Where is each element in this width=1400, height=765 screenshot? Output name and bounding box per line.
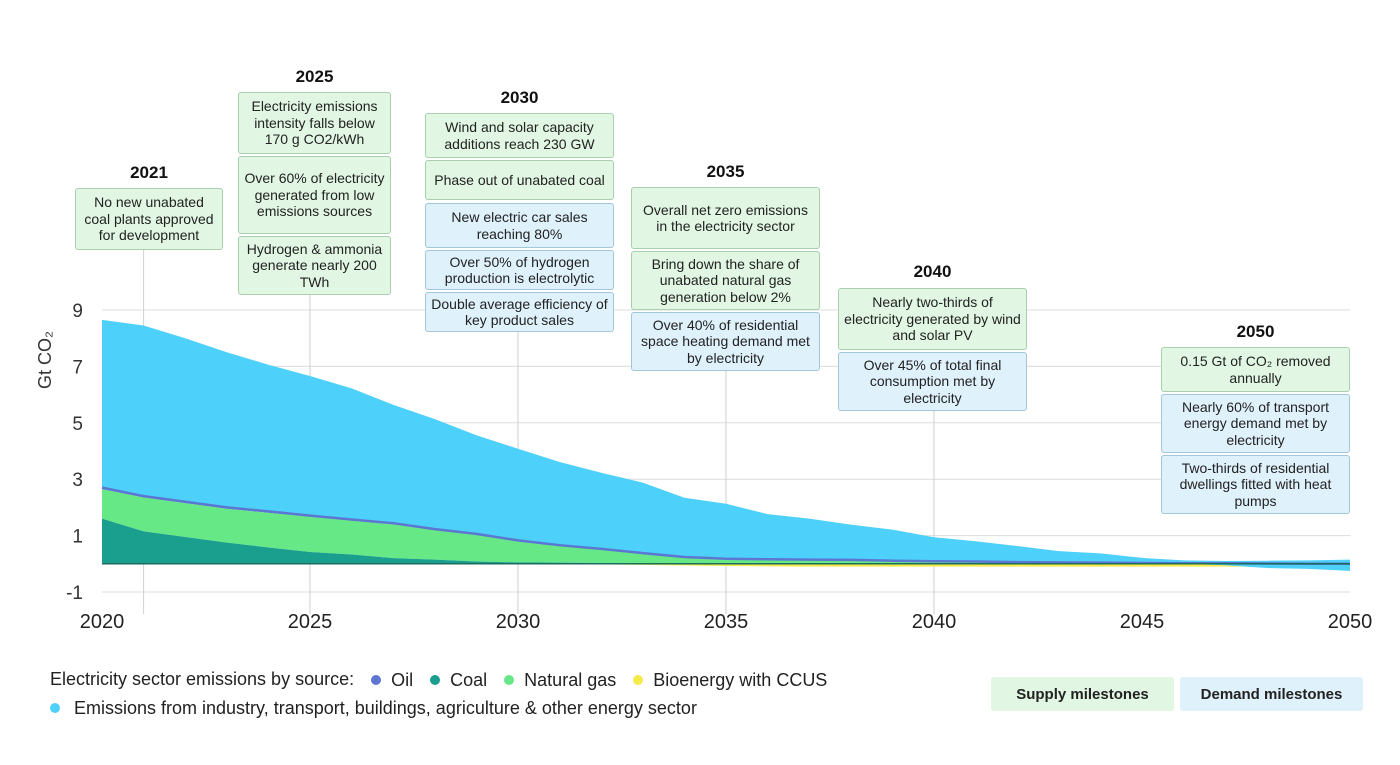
supply-milestone-box: No new unabated coal plants approved for… [75, 188, 223, 250]
y-tick-label: 1 [72, 527, 83, 548]
legend-item-other-sectors: Emissions from industry, transport, buil… [50, 698, 697, 719]
area-other-sectors [102, 319, 1350, 564]
x-tick-label: 2050 [1328, 611, 1373, 633]
milestone-year-2025: 2025 [295, 67, 334, 86]
demand-milestone-box: New electric car sales reaching 80% [425, 203, 614, 248]
legend-label-other-sectors: Emissions from industry, transport, buil… [74, 697, 697, 718]
y-axis-label: Gt CO₂ [35, 331, 55, 389]
demand-milestone-box: Over 50% of hydrogen production is elect… [425, 250, 614, 290]
legend-row-2: Emissions from industry, transport, buil… [50, 697, 697, 719]
supply-milestones-label: Supply milestones [1016, 685, 1149, 703]
demand-milestone-box: Over 45% of total final consumption met … [838, 352, 1027, 411]
other-sectors-swatch [50, 703, 60, 713]
oil-swatch [371, 675, 382, 685]
natural-gas-swatch [504, 675, 515, 685]
supply-milestone-box: Wind and solar capacity additions reach … [425, 113, 614, 158]
y-tick-label: 3 [72, 470, 83, 491]
x-tick-label: 2030 [496, 611, 541, 633]
area-natural-gas [102, 489, 1350, 564]
y-tick-label: -1 [66, 583, 83, 604]
x-tick-label: 2035 [704, 611, 749, 633]
coal-swatch [430, 675, 441, 685]
demand-milestone-box: Two-thirds of residential dwellings fitt… [1161, 455, 1350, 514]
bioenergy-swatch [633, 675, 644, 685]
demand-milestones-label: Demand milestones [1200, 685, 1343, 703]
supply-milestone-box: Over 60% of electricity generated from l… [238, 156, 391, 234]
milestone-year-2030: 2030 [500, 88, 539, 107]
x-tick-label: 2025 [288, 611, 333, 633]
line-oil [101, 486, 1350, 566]
demand-milestone-box: Over 40% of residential space heating de… [631, 312, 820, 371]
milestone-year-2040: 2040 [913, 262, 952, 281]
supply-milestone-box: Hydrogen & ammonia generate nearly 200 T… [238, 236, 391, 295]
legend-item-bioenergy: Bioenergy with CCUS [633, 670, 827, 691]
demand-milestone-box: Double average efficiency of key product… [425, 292, 614, 332]
x-tick-label: 2020 [80, 611, 125, 633]
legend-label-oil: Oil [391, 669, 414, 690]
supply-milestone-box: Electricity emissions intensity falls be… [238, 92, 391, 154]
y-tick-label: 9 [72, 301, 83, 322]
supply-milestone-box: Bring down the share of unabated natural… [631, 251, 820, 310]
demand-milestone-box: Nearly 60% of transport energy demand me… [1161, 394, 1350, 453]
y-tick-label: 7 [72, 357, 83, 378]
legend-item-oil: Oil [371, 670, 413, 691]
milestone-year-2021: 2021 [130, 163, 168, 182]
demand-milestones-key: Demand milestones [1180, 677, 1363, 711]
supply-milestone-box: Phase out of unabated coal [425, 160, 614, 200]
x-tick-label: 2040 [912, 611, 957, 633]
legend-item-coal: Coal [430, 670, 487, 691]
supply-milestone-box: Nearly two-thirds of electricity generat… [838, 288, 1027, 350]
supply-milestones-key: Supply milestones [991, 677, 1174, 711]
x-tick-label: 2045 [1120, 611, 1165, 633]
area-coal [102, 518, 1350, 564]
legend-row-1: Electricity sector emissions by source: … [50, 669, 827, 691]
legend-label-bioenergy: Bioenergy with CCUS [653, 669, 828, 690]
y-tick-label: 5 [72, 414, 83, 435]
legend-item-natural-gas: Natural gas [504, 670, 616, 691]
legend-title: Electricity sector emissions by source: [50, 669, 355, 689]
legend-label-coal: Coal [450, 669, 488, 690]
milestone-year-2050: 2050 [1236, 322, 1275, 341]
legend-label-natural-gas: Natural gas [524, 669, 617, 690]
milestone-year-2035: 2035 [706, 162, 745, 181]
supply-milestone-box: 0.15 Gt of CO₂ removed annually [1161, 347, 1350, 392]
supply-milestone-box: Overall net zero emissions in the electr… [631, 187, 820, 249]
